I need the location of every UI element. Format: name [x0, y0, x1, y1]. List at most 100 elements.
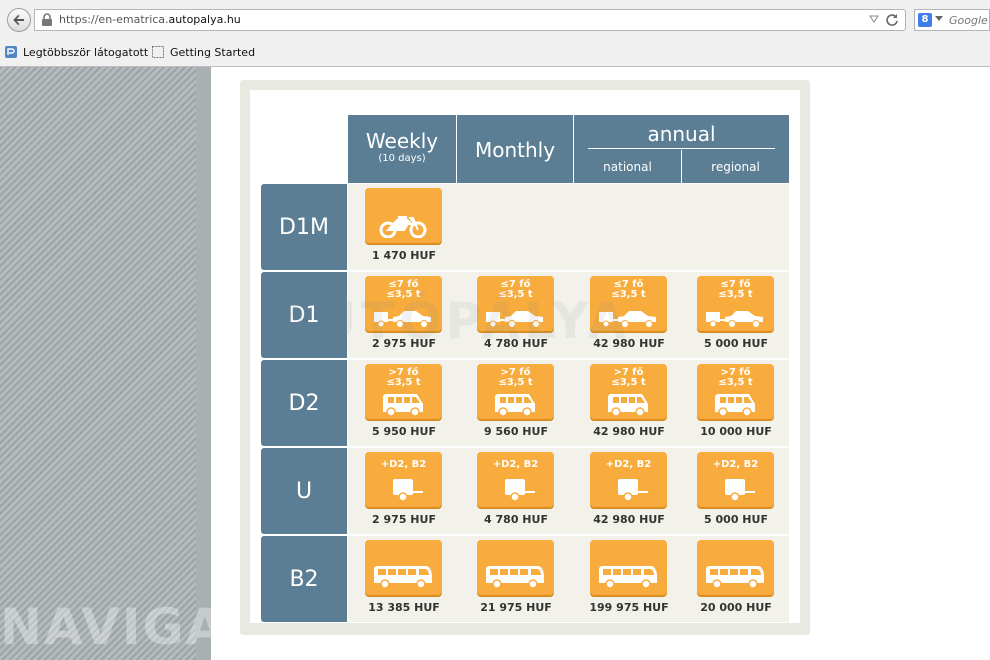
- vignette-tile[interactable]: [365, 188, 442, 243]
- van-icon: [495, 394, 535, 417]
- header-weekly: Weekly (10 days): [348, 115, 456, 183]
- row-category-label: U: [261, 448, 347, 534]
- price-label: 199 975 HUF: [589, 601, 669, 614]
- price-label: 1 470 HUF: [372, 249, 436, 262]
- back-button[interactable]: [7, 8, 31, 32]
- price-label: 21 975 HUF: [480, 601, 552, 614]
- bookmark-folder-icon: [5, 46, 17, 58]
- url-domain: autopalya.hu: [168, 13, 241, 26]
- vignette-tile[interactable]: ≤7 fő ≤3,5 t: [697, 276, 774, 331]
- vignette-tile[interactable]: ≤7 fő ≤3,5 t: [477, 276, 554, 331]
- tile-label: ≤7 fő: [720, 279, 751, 290]
- vignette-tile[interactable]: [365, 540, 442, 595]
- header-divider: [681, 150, 682, 183]
- bookmark-getting-started[interactable]: Getting Started: [151, 45, 255, 59]
- price-label: 5 000 HUF: [704, 513, 768, 526]
- tile-label: +D2, B2: [605, 459, 652, 470]
- tile-label: >7 fő: [613, 367, 644, 378]
- price-label: 5 950 HUF: [372, 425, 436, 438]
- tile-label: +D2, B2: [712, 459, 759, 470]
- search-placeholder: Google: [949, 14, 988, 27]
- lock-icon: [42, 13, 52, 26]
- price-label: 42 980 HUF: [593, 513, 665, 526]
- vignette-tile[interactable]: +D2, B2: [365, 452, 442, 507]
- tile-label: +D2, B2: [380, 459, 427, 470]
- vignette-tile[interactable]: >7 fő ≤3,5 t: [365, 364, 442, 419]
- back-arrow-icon: [13, 14, 24, 26]
- browser-chrome: https://en-ematrica.autopalya.hu 8 Googl…: [0, 0, 990, 67]
- trailer-icon: [505, 479, 535, 502]
- header-regional: regional: [711, 160, 760, 174]
- price-label: 13 385 HUF: [368, 601, 440, 614]
- vignette-tile[interactable]: [477, 540, 554, 595]
- header-weekly-title: Weekly: [365, 129, 439, 153]
- tile-label: ≤3,5 t: [498, 289, 533, 300]
- trailer-icon: [725, 479, 755, 502]
- row-category-label: B2: [261, 536, 347, 622]
- page-gutter: [196, 67, 211, 660]
- trailer-icon: [618, 479, 648, 502]
- vignette-tile[interactable]: +D2, B2: [590, 452, 667, 507]
- url-text: https://en-ematrica.autopalya.hu: [59, 13, 241, 26]
- header-divider: [573, 115, 574, 183]
- tile-label: ≤3,5 t: [718, 377, 753, 388]
- vignette-table: Weekly (10 days) Monthly annual national…: [250, 90, 800, 623]
- row-category-label: D2: [261, 360, 347, 446]
- reload-icon[interactable]: [885, 13, 899, 27]
- bus-icon: [486, 566, 544, 589]
- annual-divider: [588, 148, 775, 149]
- vignette-tile[interactable]: [590, 540, 667, 595]
- price-label: 20 000 HUF: [700, 601, 772, 614]
- car-trailer-icon: [486, 311, 543, 328]
- dropdown-arrow-icon[interactable]: [869, 15, 879, 23]
- motorcycle-icon: [379, 216, 427, 238]
- price-label: 42 980 HUF: [593, 425, 665, 438]
- page-left-pattern: [0, 67, 196, 660]
- row-category-label: D1: [261, 272, 347, 358]
- vignette-tile[interactable]: >7 fő ≤3,5 t: [477, 364, 554, 419]
- tile-label: ≤3,5 t: [611, 377, 646, 388]
- price-label: 2 975 HUF: [372, 513, 436, 526]
- price-label: 4 780 HUF: [484, 513, 548, 526]
- address-bar[interactable]: https://en-ematrica.autopalya.hu: [34, 9, 906, 31]
- header-annual-title: annual: [647, 122, 716, 146]
- row-category-label: D1M: [261, 184, 347, 270]
- tile-label: ≤3,5 t: [718, 289, 753, 300]
- bus-icon: [706, 566, 764, 589]
- price-label: 10 000 HUF: [700, 425, 772, 438]
- vignette-tile[interactable]: >7 fő ≤3,5 t: [697, 364, 774, 419]
- bookmark-label: Legtöbbször látogatott: [23, 45, 149, 59]
- search-bar[interactable]: 8 Google: [914, 9, 990, 31]
- bookmark-most-visited[interactable]: Legtöbbször látogatott: [4, 45, 148, 59]
- price-label: 2 975 HUF: [372, 337, 436, 350]
- van-icon: [715, 394, 755, 417]
- chevron-down-icon[interactable]: [935, 16, 943, 22]
- google-engine-icon[interactable]: 8: [918, 13, 932, 27]
- header-national: national: [603, 160, 652, 174]
- vignette-tile[interactable]: ≤7 fő ≤3,5 t: [365, 276, 442, 331]
- price-label: 42 980 HUF: [593, 337, 665, 350]
- url-prefix: https://en-ematrica.: [59, 13, 169, 26]
- vignette-tile[interactable]: +D2, B2: [477, 452, 554, 507]
- header-monthly-title: Monthly: [474, 138, 556, 162]
- tile-label: ≤3,5 t: [386, 289, 421, 300]
- tile-label: >7 fő: [720, 367, 751, 378]
- tile-label: +D2, B2: [492, 459, 539, 470]
- bookmarks-toolbar: Legtöbbször látogatott Getting Started: [0, 42, 990, 62]
- bookmark-label: Getting Started: [170, 45, 256, 59]
- vignette-tile[interactable]: ≤7 fő ≤3,5 t: [590, 276, 667, 331]
- vignette-tile[interactable]: >7 fő ≤3,5 t: [590, 364, 667, 419]
- vignette-tile[interactable]: [697, 540, 774, 595]
- page-icon: [152, 46, 164, 58]
- tile-label: ≤3,5 t: [386, 377, 421, 388]
- van-icon: [608, 394, 648, 417]
- car-trailer-icon: [706, 311, 763, 328]
- vignette-tile[interactable]: +D2, B2: [697, 452, 774, 507]
- header-weekly-sub: (10 days): [378, 153, 426, 164]
- tile-label: >7 fő: [388, 367, 419, 378]
- tile-label: ≤7 fő: [500, 279, 531, 290]
- bus-icon: [599, 566, 657, 589]
- tile-label: >7 fő: [500, 367, 531, 378]
- price-label: 5 000 HUF: [704, 337, 768, 350]
- van-icon: [383, 394, 423, 417]
